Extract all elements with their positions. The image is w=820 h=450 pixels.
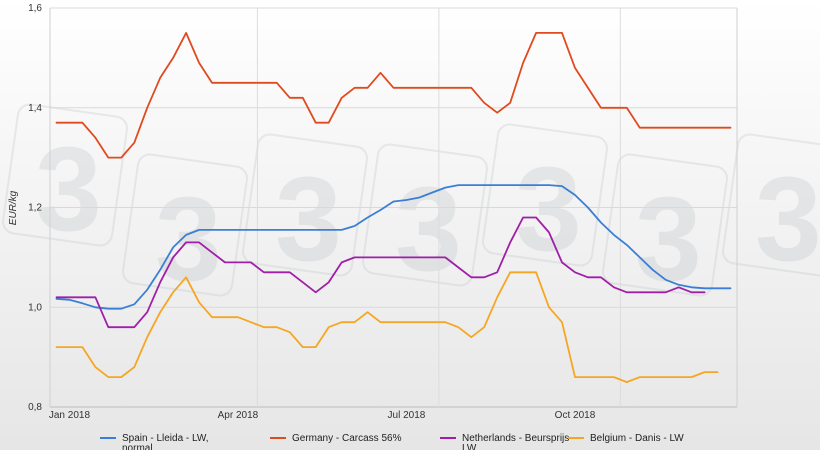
- legend[interactable]: Spain - Lleida - LW, normal Germany - Carc…: [100, 433, 684, 450]
- legend-label: Germany - Carcass 56%: [292, 433, 402, 444]
- series-line-4: [55, 271, 719, 384]
- legend-item-1[interactable]: Spain - Lleida - LW, normal: [100, 433, 209, 450]
- legend-label: Spain - Lleida - LW, normal: [122, 433, 209, 450]
- legend-item-2[interactable]: Germany - Carcass 56%: [270, 433, 402, 444]
- legend-label: Belgium - Danis - LW: [590, 433, 684, 444]
- x-tick-label: Oct 2018: [555, 410, 596, 421]
- watermark-logo: 3: [515, 142, 582, 276]
- y-tick-label: 1,2: [28, 203, 42, 214]
- y-axis-label: EUR/kg: [8, 190, 19, 225]
- legend-item-4[interactable]: Belgium - Danis - LW: [568, 433, 684, 444]
- x-tick-label: Apr 2018: [218, 410, 259, 421]
- legend-item-3[interactable]: Netherlands - Beursprijs -LW: [440, 433, 575, 450]
- series-line-1: [55, 184, 732, 310]
- watermark-logo: 3: [275, 152, 342, 286]
- y-tick-label: 1,0: [28, 302, 42, 313]
- watermark-logo: 3: [635, 172, 702, 306]
- watermark-frame: [2, 103, 128, 247]
- y-axis-ticks: 0,8 1,0 1,2 1,4 1,6: [28, 3, 42, 413]
- watermark-frame: [722, 133, 820, 277]
- watermark-logo: 3: [755, 152, 820, 286]
- x-tick-label: Jan 2018: [49, 410, 91, 421]
- series-line-3: [55, 216, 706, 329]
- x-axis-ticks: Jan 2018 Apr 2018 Jul 2018 Oct 2018: [49, 410, 596, 421]
- watermark-frame: [242, 133, 368, 277]
- series-lines: [55, 32, 732, 384]
- y-tick-label: 1,4: [28, 103, 42, 114]
- watermark-logo: 3: [35, 122, 102, 256]
- watermark-logo: 3: [155, 172, 222, 306]
- grid-lines: [49, 7, 738, 408]
- watermark-frame: [602, 153, 728, 297]
- y-tick-label: 0,8: [28, 402, 42, 413]
- series-line-2: [55, 32, 732, 159]
- x-tick-label: Jul 2018: [388, 410, 426, 421]
- watermark-logo: 3: [395, 162, 462, 296]
- y-tick-label: 1,6: [28, 3, 42, 14]
- watermark-frame: [482, 123, 608, 267]
- legend-label: Netherlands - Beursprijs -LW: [462, 433, 575, 450]
